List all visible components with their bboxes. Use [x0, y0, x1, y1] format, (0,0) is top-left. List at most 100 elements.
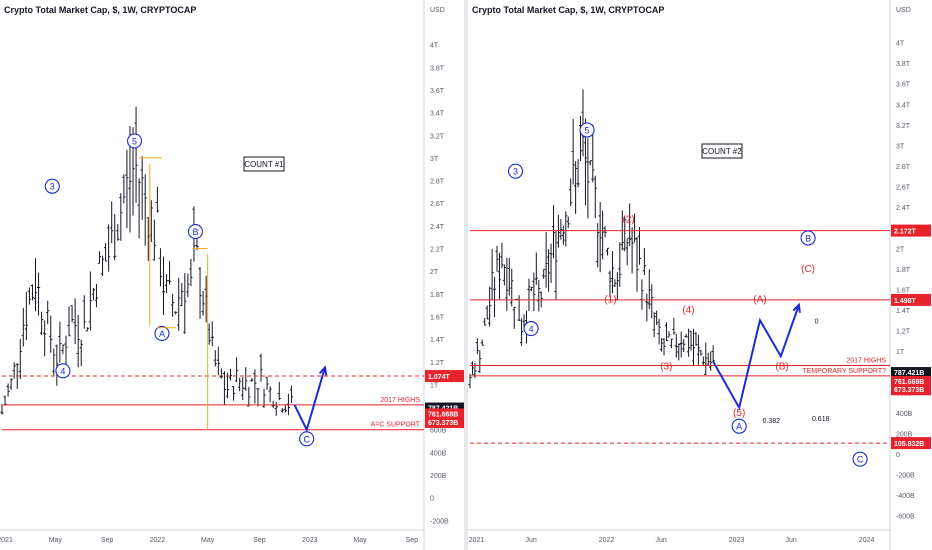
y-tick-label: 1.8T	[896, 267, 911, 274]
y-tick-label: 200B	[430, 473, 447, 480]
wave-label: (1)	[604, 295, 616, 306]
projection-path	[293, 367, 326, 433]
projection-arrowhead	[318, 365, 328, 376]
x-tick-label: Jun	[655, 537, 666, 544]
y-tick-label: -600B	[896, 514, 915, 521]
price-tag-text: 787.421B	[894, 370, 924, 377]
projection-arrowhead	[792, 302, 801, 313]
x-tick-label: May	[353, 537, 367, 544]
y-tick-label: 2.4T	[430, 224, 445, 231]
wave-label: B	[805, 234, 811, 244]
y-tick-label: 1.4T	[430, 337, 445, 344]
wave-label: C	[303, 434, 310, 444]
y-tick-label: 2.6T	[896, 185, 911, 192]
x-tick-label: Sep	[253, 537, 266, 544]
x-tick-label: 2021	[469, 537, 485, 544]
wave-label: B	[192, 227, 198, 237]
level-price-tag-text: 2.172T	[894, 229, 917, 236]
x-tick-label: Jun	[525, 537, 536, 544]
y-tick-label: -200B	[430, 518, 449, 525]
wave-label: 4	[60, 366, 65, 376]
wave-label: (C)	[801, 264, 815, 275]
wave-label-circle	[187, 223, 204, 240]
chart-svg-left[interactable]: USD 4T 3.8T 3.6T 3.4T 3.2T 3T 2.8T 2.6T 2.4T 2.2T 2…	[0, 0, 464, 550]
y-tick-label: 600B	[430, 428, 447, 435]
level-price-tag-text: 105.832B	[894, 441, 924, 448]
y-tick-label: 3T	[896, 143, 905, 150]
y-tick-label: 400B	[430, 450, 447, 457]
y-tick-label: 2.8T	[896, 164, 911, 171]
x-tick-label: Jun	[786, 537, 797, 544]
level-price-tag	[425, 370, 464, 383]
level-label: 2017 HIGHS	[846, 358, 886, 365]
x-tick-label: May	[49, 537, 63, 544]
price-tag-text: 673.373B	[894, 387, 924, 394]
chart-svg-right[interactable]: USD4T3.8T3.6T3.4T3.2T3T2.8T2.6T2.4T2.2T2…	[468, 0, 932, 550]
x-tick-label: May	[201, 537, 215, 544]
count-label: COUNT #2	[702, 147, 742, 156]
y-tick-label: 2.6T	[430, 201, 445, 208]
y-tick-label: 2.8T	[430, 179, 445, 186]
count-label: COUNT #1	[244, 160, 284, 169]
chart-panel-right[interactable]: Crypto Total Market Cap, $, 1W, CRYPTOCA…	[468, 0, 932, 550]
y-tick-label: 3.8T	[896, 61, 911, 68]
y-tick-label: -400B	[896, 493, 915, 500]
x-tick-label: 2022	[599, 537, 615, 544]
y-tick-label: 1T	[896, 349, 905, 356]
y-tick-label: 1T	[430, 382, 439, 389]
wave-label: (3)	[660, 362, 672, 373]
y-tick-label: -200B	[896, 473, 915, 480]
price-tag	[891, 376, 931, 387]
level-price-tag	[891, 224, 931, 237]
wave-label-circle	[852, 451, 868, 467]
wave-label-circle	[800, 230, 816, 246]
count-label-box	[243, 156, 285, 172]
y-axis-unit: USD	[430, 7, 445, 14]
fib-ratio-label: 0.618	[812, 416, 830, 423]
y-tick-label: 200B	[896, 431, 913, 438]
x-tick-label: Sep	[101, 537, 114, 544]
y-tick-label: 3T	[430, 156, 439, 163]
chart-panel-left[interactable]: Crypto Total Market Cap, $, 1W, CRYPTOCA…	[0, 0, 464, 550]
wave-label: C	[857, 455, 864, 465]
wave-label: (B)	[775, 362, 788, 373]
y-tick-label: 2T	[896, 246, 905, 253]
level-price-tag-text: 1.498T	[894, 298, 917, 305]
y-tick-label: 1.6T	[430, 314, 445, 321]
y-tick-label: 1.4T	[896, 308, 911, 315]
y-tick-label: 0	[430, 496, 434, 503]
y-tick-label: 3.4T	[430, 111, 445, 118]
wave-label: A	[736, 422, 742, 432]
x-tick-label: 2021	[0, 537, 13, 544]
wave-label: 5	[585, 126, 590, 136]
price-tag-text: 761.668B	[894, 379, 924, 386]
y-tick-label: 1.6T	[896, 287, 911, 294]
y-tick-label: 4T	[896, 41, 905, 48]
x-tick-label: Sep	[406, 537, 419, 544]
y-tick-label: 3.6T	[896, 82, 911, 89]
level-price-tag	[891, 437, 931, 450]
y-tick-label: 3.2T	[430, 133, 445, 140]
y-tick-label: 2.4T	[896, 205, 911, 212]
y-tick-label: 3.8T	[430, 65, 445, 72]
x-tick-label: 2023	[729, 537, 745, 544]
y-tick-label: 3.6T	[430, 88, 445, 95]
price-tag-text: 673.373B	[428, 420, 458, 427]
level-label: 2017 HIGHS	[380, 397, 420, 404]
chart-title-left: Crypto Total Market Cap, $, 1W, CRYPTOCA…	[4, 5, 197, 15]
wave-label-circle	[523, 320, 539, 337]
chart-title-right: Crypto Total Market Cap, $, 1W, CRYPTOCA…	[472, 5, 665, 15]
y-tick-label: 1.8T	[430, 292, 445, 299]
y-tick-label: 400B	[896, 411, 913, 418]
y-tick-label: 0	[896, 452, 900, 459]
wave-label-circle	[507, 163, 524, 179]
wave-label: 4	[529, 324, 534, 334]
count-label-box	[701, 143, 743, 159]
wave-label-circle	[731, 418, 747, 434]
wave-label-circle	[55, 363, 71, 379]
panel-divider[interactable]	[464, 0, 468, 550]
wave-label-circle	[126, 133, 143, 149]
y-tick-label: 3.4T	[896, 102, 911, 109]
wave-label: (4)	[682, 305, 694, 316]
price-tag-text: 761.668B	[428, 411, 458, 418]
